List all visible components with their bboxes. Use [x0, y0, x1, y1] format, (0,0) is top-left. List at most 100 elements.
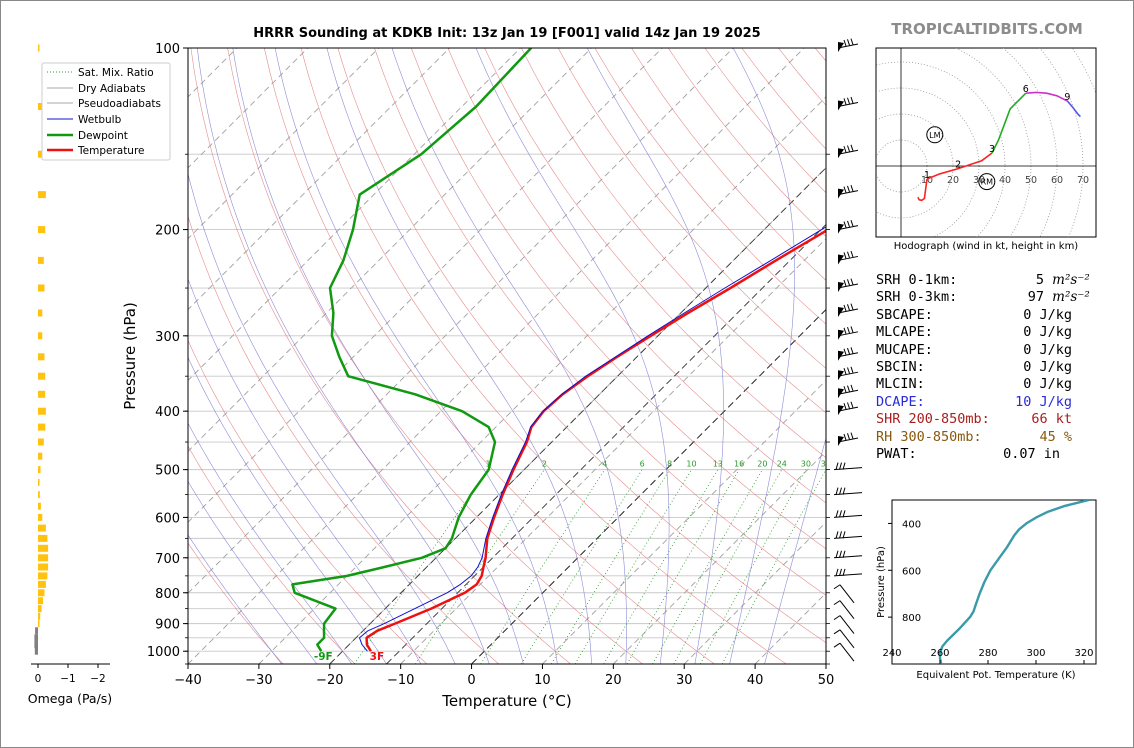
barb-feather	[839, 550, 842, 558]
omega-bar	[38, 491, 40, 499]
barb-feather	[850, 384, 854, 392]
theta-e-x-tick-label: 300	[1026, 648, 1045, 659]
moist-adiabat-line	[188, 172, 456, 664]
mixing-ratio-line	[721, 469, 826, 664]
barb-feather	[847, 347, 850, 355]
barb-feather	[847, 304, 850, 311]
omega-bar	[38, 191, 46, 199]
isotherm-line	[258, 96, 826, 664]
stat-label: MLCAPE:	[876, 324, 933, 341]
wind-barb	[837, 326, 859, 340]
omega-bar	[38, 284, 45, 292]
theta-e-x-tick-label: 320	[1074, 648, 1093, 659]
barb-flag	[838, 100, 844, 111]
barb-shaft	[833, 492, 863, 496]
mixing-ratio-label: 24	[777, 460, 787, 469]
barb-feather	[850, 401, 854, 408]
moist-adiabat-line	[274, 48, 558, 664]
wind-barb	[837, 432, 859, 447]
wind-barb	[833, 487, 863, 496]
barb-feather	[833, 642, 841, 648]
wind-barb	[833, 510, 863, 518]
barb-shaft	[837, 190, 859, 196]
barb-feather	[850, 432, 854, 439]
stat-value: 0 J/kg	[1023, 306, 1072, 323]
omega-bar	[38, 390, 46, 398]
hodograph-segment	[926, 152, 993, 180]
wind-barbs	[833, 38, 863, 662]
stat-value: 66 kt	[1031, 411, 1072, 428]
wind-barb	[837, 366, 859, 381]
wind-barb	[837, 220, 859, 234]
sounding-parameters: SRH 0-1km: 5 m²s⁻² SRH 0-3km: 97 m²s⁻² S…	[876, 272, 1106, 463]
moist-adiabat-line	[232, 48, 524, 664]
hodograph-segment	[917, 178, 928, 202]
barb-shaft	[837, 389, 859, 395]
barb-feather	[842, 510, 846, 518]
mixing-ratio-line	[699, 469, 807, 664]
barb-feather	[842, 462, 846, 470]
barb-feather	[843, 221, 847, 228]
omega-bar	[38, 605, 42, 613]
dry-adiabat-line	[190, 48, 571, 664]
hodograph-caption: Hodograph (wind in kt, height in km)	[893, 241, 1079, 252]
barb-feather	[847, 145, 850, 152]
barb-flag	[838, 148, 844, 159]
barb-feather	[839, 510, 842, 518]
barb-shaft	[839, 642, 855, 662]
barb-feather	[833, 629, 841, 635]
legend-mixratio: Sat. Mix. Ratio	[78, 67, 154, 79]
hodograph-ring-label: 20	[947, 175, 959, 186]
wind-barb	[833, 584, 855, 604]
isotherm-special-line	[329, 167, 826, 664]
chart-title: HRRR Sounding at KDKB Init: 13z Jan 19 […	[253, 26, 761, 41]
mixing-ratio-line	[603, 469, 719, 664]
barb-feather	[850, 303, 854, 310]
stat-unit: m²s⁻²	[1052, 289, 1090, 306]
barb-shaft	[839, 615, 855, 634]
barb-feather	[847, 326, 850, 334]
stat-label: PWAT:	[876, 445, 917, 462]
barb-feather	[850, 366, 854, 373]
y-tick-label: 600	[155, 511, 180, 526]
barb-shaft	[833, 514, 863, 518]
barb-shaft	[837, 308, 859, 314]
barb-feather	[835, 531, 839, 539]
omega-bar	[38, 544, 49, 552]
y-tick-label: 900	[155, 618, 180, 633]
omega-bar	[34, 634, 38, 642]
y-tick-label: 200	[155, 224, 180, 239]
stat-value: 0 J/kg	[1023, 324, 1072, 341]
legend-temperature: Temperature	[77, 145, 145, 157]
skewt-profiles: 3F -9F	[291, 48, 826, 663]
isotherm-line	[613, 450, 826, 664]
y-tick-label: 1000	[147, 645, 180, 660]
y-tick-label: 400	[155, 405, 180, 420]
omega-bar	[38, 563, 49, 571]
hodograph-height-label: 6	[1023, 84, 1029, 95]
stat-row: RH 300-850mb: 45 %	[876, 429, 1106, 446]
isotherm-line	[188, 48, 450, 311]
surface-dewpoint-label: -9F	[314, 651, 333, 663]
omega-bar	[38, 620, 40, 628]
mixing-ratio-label: 6	[640, 460, 645, 469]
surface-temp-label: 3F	[370, 651, 384, 663]
wind-barb	[837, 347, 859, 361]
barb-feather	[842, 531, 846, 539]
barb-shaft	[837, 149, 859, 155]
barb-feather	[847, 402, 850, 409]
wind-barb	[833, 600, 855, 619]
barb-flag	[838, 307, 844, 318]
theta-e-x-tick-label: 260	[930, 648, 949, 659]
barb-feather	[835, 510, 839, 518]
moist-adiabat-line	[326, 48, 592, 664]
omega-bar	[34, 641, 38, 649]
barb-flag	[838, 350, 844, 361]
theta-e-panel: 240 260 280 300 320 400 600 800	[882, 499, 1097, 665]
barb-feather	[847, 433, 850, 440]
omega-bar	[38, 580, 46, 588]
barb-flag	[838, 370, 844, 381]
